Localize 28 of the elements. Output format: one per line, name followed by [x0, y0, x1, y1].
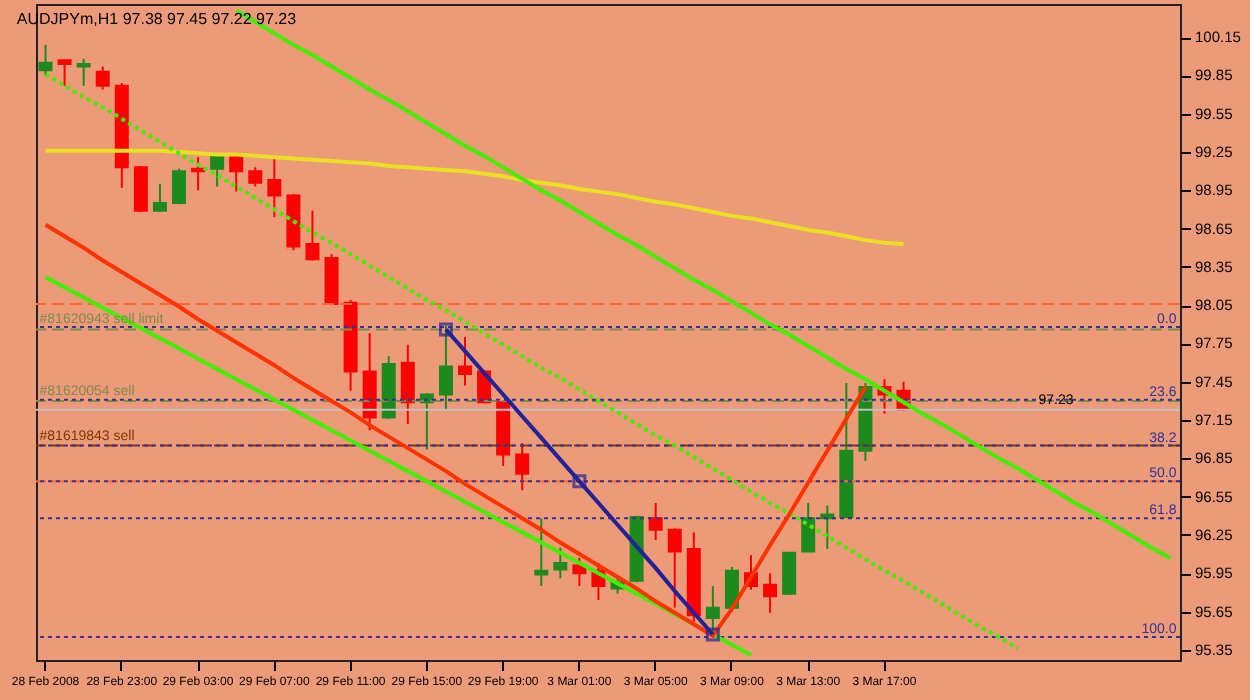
- candlestick: [152, 182, 167, 214]
- candlestick: [553, 546, 568, 580]
- candlestick: [648, 502, 663, 542]
- candlestick: [95, 65, 110, 91]
- line-series: [43, 72, 1020, 651]
- candlestick: [782, 551, 797, 596]
- point: [705, 627, 720, 642]
- candlestick: [267, 156, 282, 219]
- candlestick: [458, 336, 472, 387]
- candlestick: [57, 59, 72, 87]
- line-series: [43, 275, 753, 657]
- candlestick: [324, 253, 339, 307]
- candlestick: [534, 517, 549, 587]
- candlestick: [515, 442, 530, 492]
- candlestick: [133, 165, 148, 214]
- candlestick: [362, 332, 377, 432]
- candlestick: [400, 343, 415, 425]
- candlestick: [305, 209, 320, 262]
- candlestick: [172, 167, 186, 206]
- line-series: [43, 148, 906, 246]
- point: [572, 474, 587, 489]
- candlestick: [667, 527, 682, 609]
- point: [438, 322, 453, 337]
- candlestick: [763, 572, 778, 614]
- candlestick: [38, 43, 53, 77]
- candlestick: [801, 502, 816, 553]
- candlestick: [248, 166, 263, 188]
- candlestick: [76, 57, 91, 87]
